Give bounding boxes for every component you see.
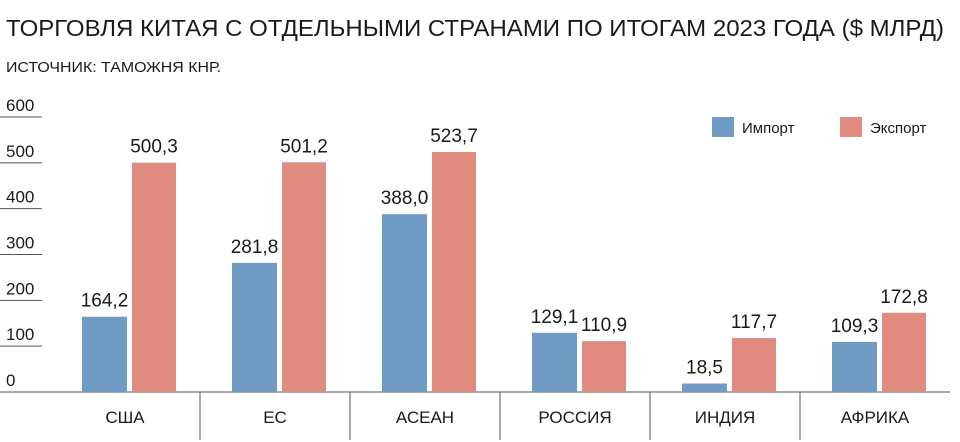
value-label: 109,3 xyxy=(831,316,879,337)
value-label: 500,3 xyxy=(130,137,178,158)
y-tick-label: 400 xyxy=(6,188,34,207)
bar xyxy=(682,383,727,392)
legend-swatch xyxy=(712,117,734,137)
legend-label: Импорт xyxy=(742,120,795,137)
y-tick-label: 300 xyxy=(6,234,34,253)
legend-label: Экспорт xyxy=(870,120,926,137)
x-tick-label: США xyxy=(105,408,145,427)
bar xyxy=(882,312,926,392)
x-tick-label: ЕС xyxy=(263,408,287,427)
value-label: 523,7 xyxy=(430,126,478,147)
legend-swatch xyxy=(840,117,862,137)
x-tick-label: РОССИЯ xyxy=(538,408,611,427)
y-tick-label: 200 xyxy=(6,279,34,298)
value-label: 388,0 xyxy=(381,188,429,209)
value-label: 164,2 xyxy=(81,291,129,312)
chart-subtitle: ИСТОЧНИК: ТАМОЖНЯ КНР. xyxy=(6,59,221,76)
x-tick-label: ИНДИЯ xyxy=(695,408,756,427)
x-tick-label: АФРИКА xyxy=(841,408,910,427)
bar xyxy=(282,162,326,392)
value-label: 172,8 xyxy=(880,287,928,308)
bar xyxy=(382,214,427,392)
bar xyxy=(232,262,277,392)
bar xyxy=(82,316,127,392)
y-tick-label: 100 xyxy=(6,325,34,344)
x-tick-label: АСЕАН xyxy=(396,408,454,427)
chart-title: ТОРГОВЛЯ КИТАЯ С ОТДЕЛЬНЫМИ СТРАНАМИ ПО … xyxy=(6,15,944,41)
y-tick-label: 0 xyxy=(6,371,15,390)
bar xyxy=(832,341,877,392)
y-tick-label: 600 xyxy=(6,96,34,115)
bar xyxy=(132,162,176,392)
value-label: 18,5 xyxy=(686,358,723,379)
value-label: 117,7 xyxy=(731,312,777,333)
bar xyxy=(532,332,577,392)
bar xyxy=(582,341,626,392)
value-label: 501,2 xyxy=(280,136,328,157)
value-label: 281,8 xyxy=(231,237,279,258)
value-label: 110,9 xyxy=(581,315,627,336)
bar xyxy=(732,338,776,392)
bar xyxy=(432,151,476,392)
value-label: 129,1 xyxy=(531,307,579,328)
y-tick-label: 500 xyxy=(6,142,34,161)
